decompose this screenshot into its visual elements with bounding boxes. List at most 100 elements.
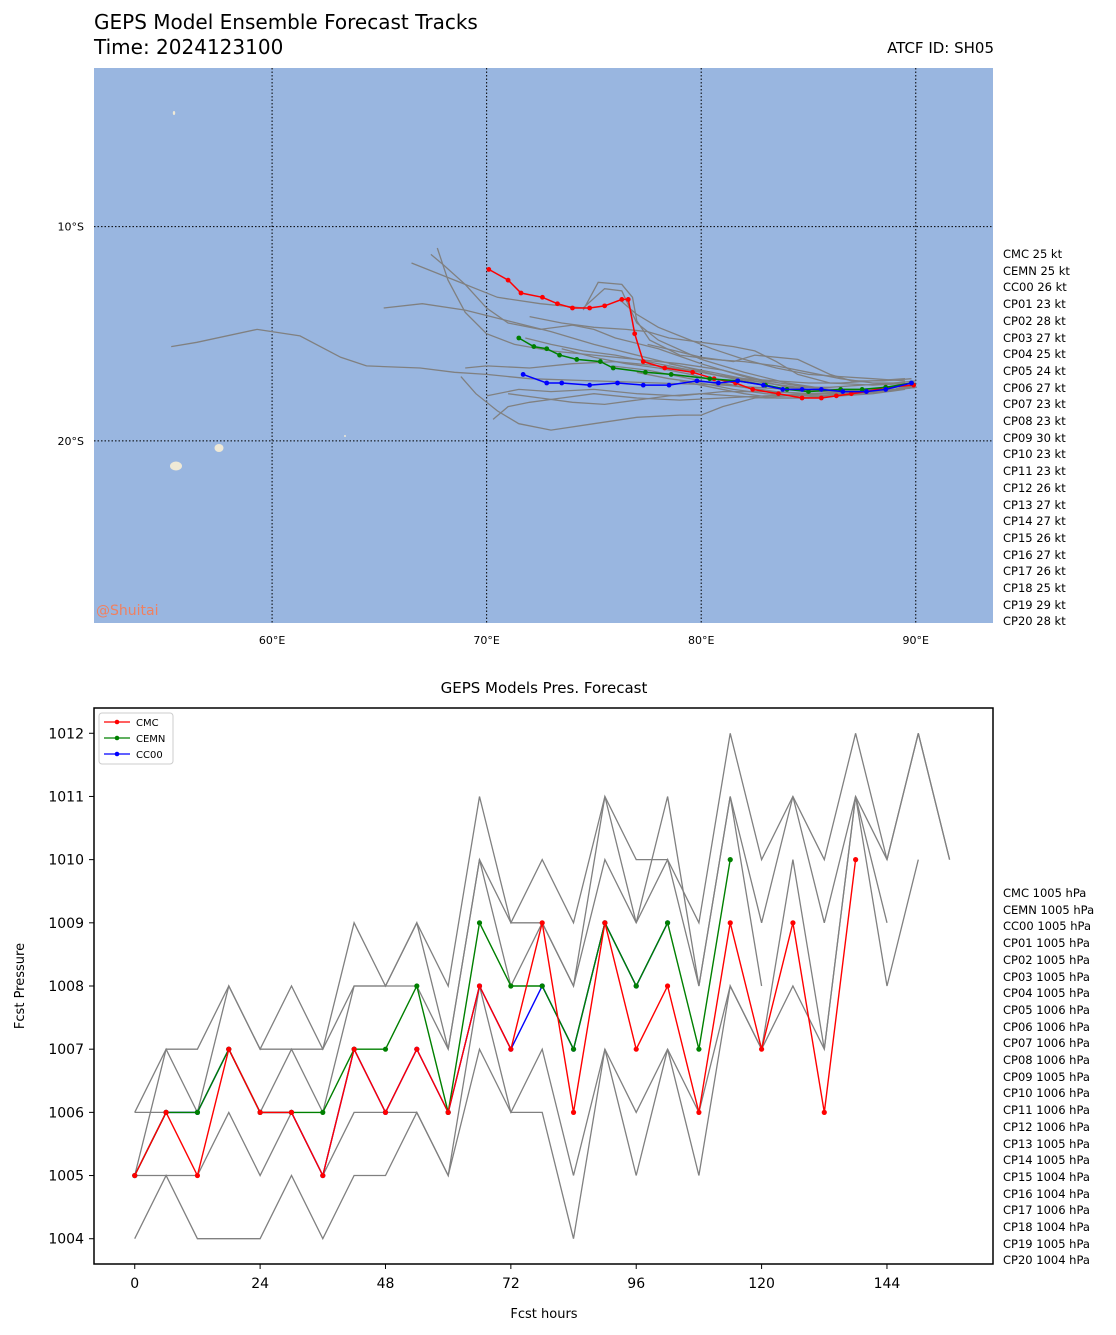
pres-list-item: CP18 1004 hPa: [1003, 1220, 1090, 1235]
track-point-cmc: [555, 301, 560, 307]
pressure-point-cc00: [602, 920, 608, 926]
y-tick-label: 1011: [48, 789, 84, 805]
pressure-point-cmc: [602, 920, 608, 926]
pressure-series: [132, 733, 951, 1241]
wind-list-item: CP16 27 kt: [1003, 547, 1066, 562]
pres-list-item: CP01 1005 hPa: [1003, 936, 1090, 951]
wind-list-item: CP14 27 kt: [1003, 514, 1066, 529]
track-cp16: [508, 386, 916, 406]
pressure-line-members-e: [134, 796, 763, 1115]
pressure-point-cemn: [633, 983, 639, 989]
pressure-point-cc00: [351, 1046, 357, 1052]
track-cp10: [529, 315, 916, 386]
track-point-cmc: [632, 331, 638, 337]
track-point-cemn: [610, 365, 616, 371]
track-point-cc00: [909, 380, 914, 386]
pressure-point-cmc: [382, 1109, 389, 1115]
wind-list-item: CP01 23 kt: [1003, 297, 1066, 312]
map-tracks: [171, 247, 917, 431]
track-point-cc00: [587, 382, 593, 388]
wind-list-item: CP06 27 kt: [1003, 380, 1066, 395]
pressure-line-cmc: [134, 859, 857, 1178]
legend-label: CMC: [136, 718, 159, 729]
track-point-cmc: [619, 297, 625, 302]
track-cemn: [518, 337, 912, 393]
pressure-line-cc00: [134, 920, 669, 1178]
track-point-cc00: [818, 387, 824, 392]
pressure-point-cc00: [445, 1109, 451, 1115]
legend-swatch-marker: [114, 735, 120, 741]
wind-list-item: CP07 23 kt: [1003, 397, 1066, 412]
pressure-point-cmc: [821, 1109, 827, 1115]
track-point-cmc: [848, 391, 854, 397]
wind-list-item: CMC 25 kt: [1003, 247, 1063, 261]
track-point-cemn: [531, 344, 537, 349]
track-point-cc00: [694, 378, 700, 384]
pressure-point-cemn: [226, 1046, 232, 1052]
y-tick-label: 1005: [48, 1169, 84, 1185]
track-point-cemn: [516, 335, 522, 341]
x-tick-label: 96: [627, 1276, 645, 1292]
track-point-cemn: [643, 369, 648, 375]
island: [172, 111, 176, 115]
pres-list-item: CP19 1005 hPa: [1003, 1236, 1090, 1251]
track-point-cemn: [574, 357, 580, 362]
pressure-point-cemn: [476, 920, 483, 926]
pressure-point-cemn: [414, 983, 420, 989]
track-cp18: [668, 363, 916, 388]
pressure-point-cc00: [320, 1172, 326, 1179]
pressure-point-cmc: [570, 1109, 577, 1115]
pressure-point-cemn: [602, 920, 608, 926]
pres-list-item: CP15 1004 hPa: [1003, 1169, 1090, 1184]
pressure-point-cemn: [163, 1109, 169, 1115]
track-point-cemn: [859, 387, 865, 392]
track-point-cc00: [799, 387, 805, 392]
pressure-point-cemn: [257, 1109, 263, 1115]
y-tick-label: 1012: [48, 726, 84, 742]
wind-list-item: CEMN 25 kt: [1003, 263, 1070, 278]
pressure-point-cemn: [570, 1046, 577, 1052]
pressure-point-cemn: [132, 1172, 138, 1179]
track-point-cc00: [715, 380, 721, 386]
lon-tick-label: 90°E: [903, 634, 929, 647]
track-point-cmc: [799, 395, 805, 401]
pres-list-item: CP03 1005 hPa: [1003, 969, 1090, 984]
track-cp17: [647, 343, 912, 382]
wind-intensity-list: CMC 25 kt CEMN 25 kt CC00 26 kt CP01 23 …: [1003, 246, 1070, 630]
pressure-point-cmc: [758, 1046, 765, 1052]
pressure-line-members-b: [134, 733, 951, 1115]
track-cp11: [621, 301, 906, 382]
pressure-point-cmc: [194, 1172, 201, 1179]
pressure-point-cemn: [664, 920, 671, 926]
track-point-cc00: [666, 382, 672, 388]
x-tick-label: 0: [130, 1276, 139, 1292]
watermark: @Shuitai: [96, 603, 159, 619]
track-point-cmc: [570, 305, 575, 311]
pressure-point-cmc: [539, 920, 545, 926]
pressure-point-cmc: [132, 1172, 138, 1179]
wind-list-item: CP19 29 kt: [1003, 597, 1066, 612]
pressure-point-cmc: [288, 1109, 295, 1115]
legend-label: CC00: [136, 750, 163, 761]
pres-list-item: CP04 1005 hPa: [1003, 986, 1090, 1001]
map-time-label: Time: 2024123100: [94, 35, 284, 59]
island: [344, 435, 346, 437]
track-point-cmc: [776, 391, 781, 397]
pressure-point-cc00: [288, 1109, 295, 1115]
track-cp13: [582, 281, 905, 384]
ocean-background: [94, 68, 993, 623]
x-tick-label: 24: [251, 1276, 269, 1292]
y-tick-label: 1009: [48, 916, 84, 932]
wind-list-item: CP04 25 kt: [1003, 347, 1066, 362]
pressure-point-cmc: [257, 1109, 263, 1115]
pressure-line-members-a: [134, 733, 951, 1176]
pressure-point-cemn: [508, 983, 514, 989]
pressure-point-cmc: [414, 1046, 420, 1052]
legend-swatch-marker: [114, 719, 120, 725]
pressure-point-cmc: [790, 920, 796, 926]
pressure-point-cmc: [853, 857, 859, 863]
map-gridlines: [94, 68, 993, 623]
track-point-cc00: [840, 389, 846, 394]
track-point-cc00: [520, 372, 526, 377]
legend-swatch-marker: [114, 751, 120, 757]
